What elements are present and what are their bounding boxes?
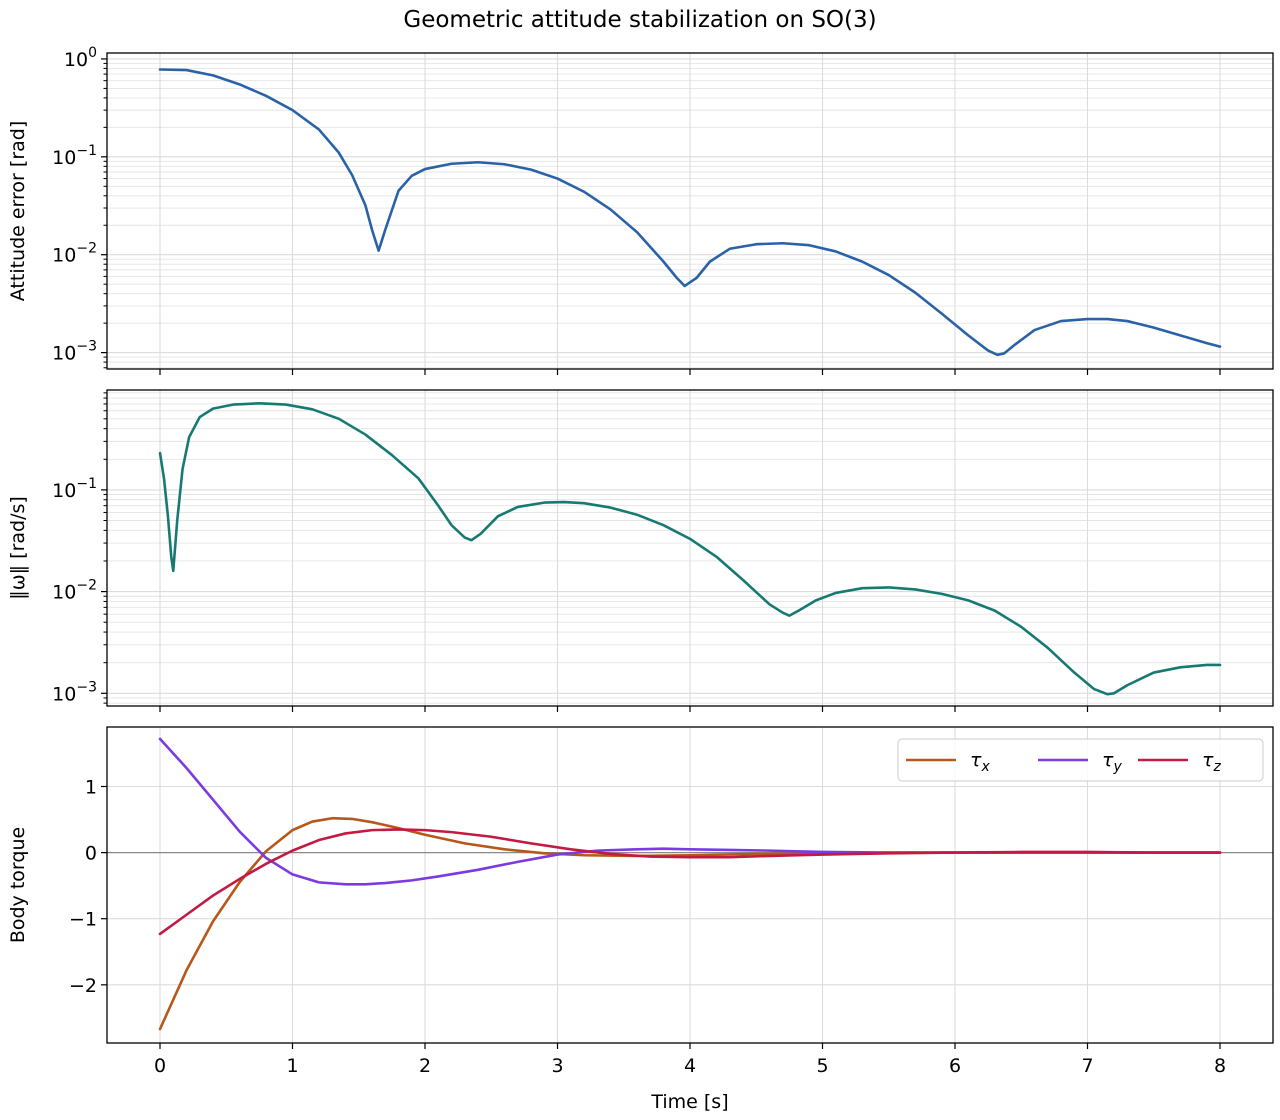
legend-subscript: y: [1112, 759, 1122, 775]
axes-frame: [106, 726, 1274, 1044]
x-tick-label: 5: [816, 1055, 828, 1077]
series-line-1: [158, 68, 1222, 357]
x-tick-label: 6: [949, 1055, 961, 1077]
legend-symbol: τ: [1202, 749, 1214, 771]
y-tick-exponent: −2: [76, 578, 97, 594]
y-tick-label: −1: [69, 909, 97, 931]
legend-label-x: τx: [970, 749, 990, 775]
y-tick-label: 10−3: [52, 679, 97, 705]
legend: τx τy τz: [897, 738, 1264, 782]
series-line-z: [158, 828, 1222, 936]
y-axis-label: ‖ω‖ [rad/s]: [7, 496, 29, 600]
x-tick-label: 4: [684, 1055, 696, 1077]
y-tick-label: 100: [64, 45, 97, 71]
legend-subscript: z: [1212, 759, 1221, 775]
y-tick-label: 10−2: [52, 241, 97, 267]
y-tick-mantissa: 10: [52, 245, 76, 267]
y-tick-label: 10−1: [52, 143, 97, 169]
x-tick-label: 1: [286, 1055, 298, 1077]
y-tick-mantissa: 10: [52, 683, 76, 705]
y-tick-label: 1: [85, 776, 97, 798]
legend-label-z: τz: [1202, 749, 1221, 775]
y-tick-label: 10−3: [52, 339, 97, 365]
y-tick-mantissa: 10: [52, 582, 76, 604]
y-tick-label: 10−2: [52, 578, 97, 604]
y-tick-mantissa: 10: [52, 147, 76, 169]
panel-2: 10−110−210−3‖ω‖ [rad/s]: [7, 389, 1274, 712]
x-tick-label: 2: [419, 1055, 431, 1077]
x-axis-label: Time [s]: [650, 1091, 728, 1113]
x-tick-label: 7: [1081, 1055, 1093, 1077]
y-axis-label: Attitude error [rad]: [7, 121, 29, 302]
y-tick-exponent: 0: [88, 45, 97, 61]
legend-symbol: τ: [1102, 749, 1114, 771]
y-tick-exponent: −2: [76, 241, 97, 257]
series-line-1: [158, 402, 1222, 696]
x-tick-label: 8: [1214, 1055, 1226, 1077]
y-tick-exponent: −1: [76, 476, 97, 492]
axes-frame: [106, 52, 1274, 370]
y-tick-exponent: −1: [76, 143, 97, 159]
y-tick-exponent: −3: [76, 679, 97, 695]
y-tick-mantissa: 10: [64, 49, 88, 71]
legend-label-y: τy: [1102, 749, 1122, 775]
x-tick-label: 3: [551, 1055, 563, 1077]
legend-subscript: x: [980, 759, 990, 775]
legend-symbol: τ: [970, 749, 982, 771]
y-tick-mantissa: 10: [52, 480, 76, 502]
y-tick-label: −2: [69, 975, 97, 997]
y-tick-mantissa: 10: [52, 343, 76, 365]
axes-frame: [106, 389, 1274, 707]
y-axis-label: Body torque: [7, 827, 29, 943]
x-tick-label: 0: [154, 1055, 166, 1077]
y-tick-exponent: −3: [76, 339, 97, 355]
y-tick-label: 0: [85, 843, 97, 865]
figure-title: Geometric attitude stabilization on SO(3…: [403, 7, 876, 33]
y-tick-label: 10−1: [52, 476, 97, 502]
